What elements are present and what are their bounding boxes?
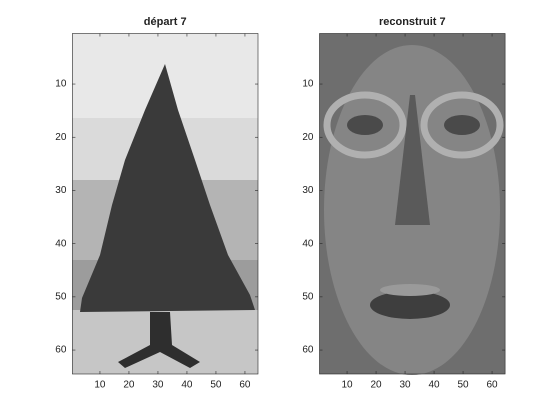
y-tick-label: 20 — [302, 132, 314, 143]
x-tick-label: 20 — [370, 380, 382, 391]
tree-stand — [118, 312, 200, 368]
nose — [395, 95, 430, 225]
x-tick-label: 50 — [210, 380, 222, 391]
glasses-right — [420, 91, 504, 159]
x-tick-label: 40 — [181, 380, 193, 391]
y-tick-label: 50 — [55, 291, 67, 302]
x-tick-label: 60 — [486, 380, 498, 391]
eye — [347, 115, 383, 135]
mouth — [370, 291, 450, 319]
y-tick-label: 30 — [302, 185, 314, 196]
axes-box — [72, 33, 259, 375]
x-tick-label: 30 — [399, 380, 411, 391]
y-tick-label: 50 — [302, 291, 314, 302]
y-tick-label: 10 — [302, 79, 314, 90]
image-tree — [72, 33, 259, 374]
y-tick-label: 20 — [55, 132, 67, 143]
x-tick-label: 10 — [94, 380, 106, 391]
x-tick-label: 40 — [428, 380, 440, 391]
y-tick-label: 10 — [55, 79, 67, 90]
y-tick-label: 40 — [55, 238, 67, 249]
y-tick-label: 60 — [302, 345, 314, 356]
y-tick-label: 60 — [55, 345, 67, 356]
x-tick-label: 30 — [152, 380, 164, 391]
x-tick-label: 20 — [123, 380, 135, 391]
y-tick-label: 40 — [302, 238, 314, 249]
lip — [380, 284, 440, 296]
chart-title: reconstruit 7 — [379, 16, 446, 28]
chart-title: départ 7 — [144, 16, 187, 28]
y-tick-label: 30 — [55, 185, 67, 196]
axes-box — [319, 33, 506, 375]
x-tick-label: 10 — [341, 380, 353, 391]
eye — [444, 115, 480, 135]
tree — [80, 64, 255, 312]
image-face — [319, 33, 506, 375]
glasses-left — [323, 91, 407, 159]
x-tick-label: 50 — [457, 380, 469, 391]
x-tick-label: 60 — [239, 380, 251, 391]
